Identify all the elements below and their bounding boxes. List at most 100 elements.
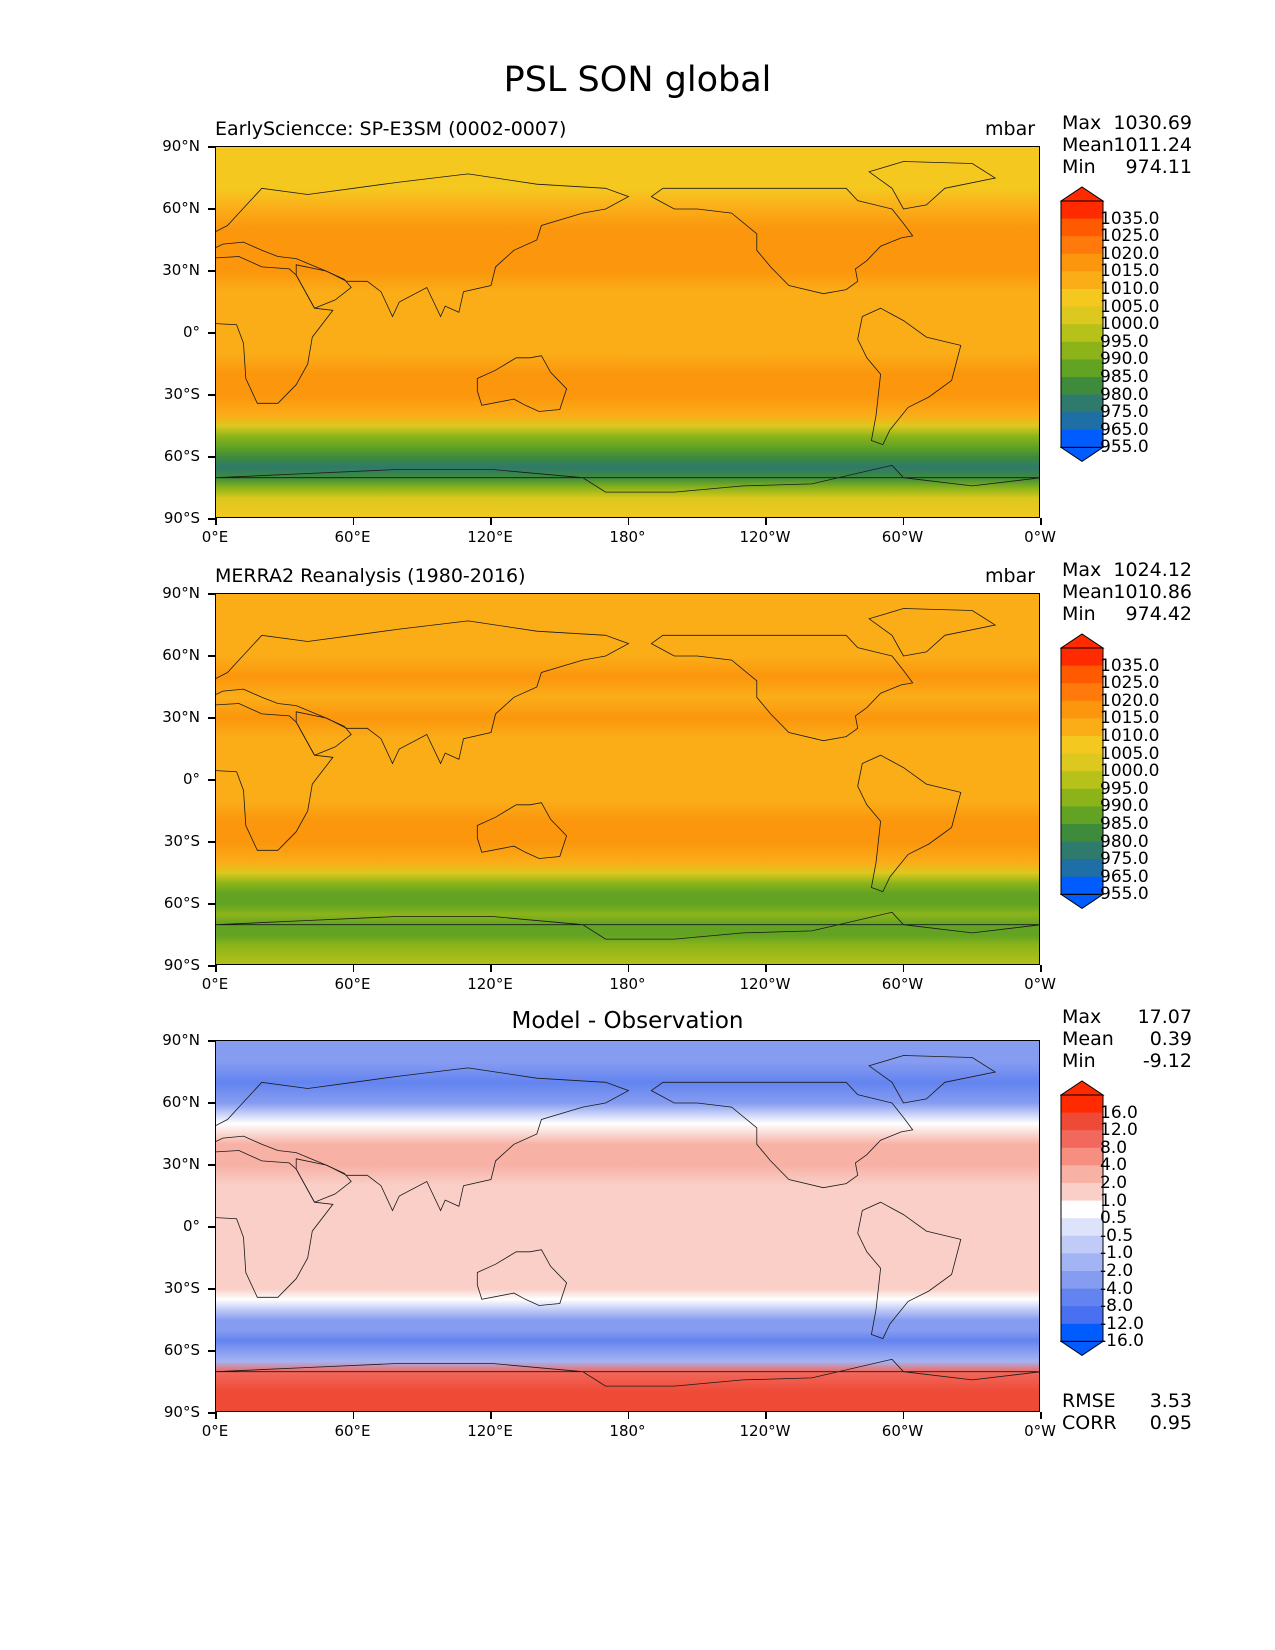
x-tick-label: 0°E bbox=[201, 975, 229, 993]
colorbar-label: 1005.0 bbox=[1100, 296, 1160, 317]
colorbar-label: 0.5 bbox=[1100, 1208, 1128, 1229]
colorbar-segment bbox=[1061, 1165, 1103, 1184]
coastline-7 bbox=[216, 911, 1039, 940]
colorbar-segment bbox=[1061, 324, 1103, 343]
colorbar-segment bbox=[1061, 1182, 1103, 1202]
y-tick bbox=[208, 518, 215, 520]
colorbar-label: 980.0 bbox=[1100, 831, 1149, 852]
colorbar-label: 1020.0 bbox=[1100, 690, 1160, 711]
colorbar-extend-min bbox=[1059, 1340, 1105, 1356]
x-tick bbox=[627, 1412, 629, 1419]
y-tick bbox=[208, 903, 215, 905]
colorbar-label: -1.0 bbox=[1100, 1243, 1134, 1264]
colorbar-segment bbox=[1061, 647, 1103, 667]
colorbar-label: -0.5 bbox=[1100, 1225, 1134, 1246]
stat-value: 974.11 bbox=[1125, 156, 1192, 178]
y-tick-label: 30°N bbox=[162, 708, 200, 726]
stat-label: Mean bbox=[1062, 581, 1114, 603]
colorbar-segment bbox=[1061, 218, 1103, 237]
y-tick-label: 30°N bbox=[162, 1155, 200, 1173]
panel-units: mbar bbox=[985, 118, 1036, 140]
y-tick-label: 90°S bbox=[163, 509, 200, 527]
map bbox=[215, 146, 1040, 518]
stat-row: Mean 0.39 bbox=[1062, 1028, 1192, 1050]
colorbar-segment bbox=[1061, 271, 1103, 290]
colorbar-segment bbox=[1061, 288, 1103, 308]
colorbar-label: 4.0 bbox=[1100, 1155, 1128, 1176]
map-svg bbox=[216, 147, 1039, 517]
colorbar-label: 965.0 bbox=[1100, 866, 1149, 887]
y-tick bbox=[208, 332, 215, 334]
coastline-3 bbox=[476, 355, 568, 412]
y-tick bbox=[208, 1226, 215, 1228]
coastline-6 bbox=[868, 1055, 997, 1104]
colorbar-label: 975.0 bbox=[1100, 402, 1149, 423]
x-tick-label: 60°E bbox=[334, 1422, 371, 1440]
x-tick-label: 0°E bbox=[201, 1422, 229, 1440]
y-tick bbox=[208, 1164, 215, 1166]
colorbar-extend-max bbox=[1059, 633, 1105, 649]
colorbar-label: 995.0 bbox=[1100, 331, 1149, 352]
colorbar-segment bbox=[1061, 394, 1103, 413]
stat-row: CORR 0.95 bbox=[1062, 1412, 1192, 1434]
y-tick bbox=[208, 965, 215, 967]
colorbar-segment bbox=[1061, 859, 1103, 878]
coastline-0 bbox=[216, 256, 334, 404]
x-tick bbox=[215, 518, 217, 525]
y-tick-label: 60°N bbox=[162, 199, 200, 217]
coastline-0 bbox=[216, 703, 334, 851]
figure-title: PSL SON global bbox=[503, 60, 772, 100]
colorbar-label: 985.0 bbox=[1100, 814, 1149, 834]
colorbar-segment bbox=[1061, 1253, 1103, 1272]
y-tick bbox=[208, 1350, 215, 1352]
x-tick bbox=[490, 965, 492, 972]
colorbar-label: 1.0 bbox=[1100, 1190, 1128, 1211]
x-tick-label: 60°E bbox=[334, 528, 371, 546]
x-tick-label: 0°E bbox=[201, 528, 229, 546]
x-tick bbox=[627, 518, 629, 525]
y-tick-label: 30°S bbox=[163, 1279, 200, 1297]
map-svg bbox=[216, 594, 1039, 964]
colorbar-label: 1010.0 bbox=[1100, 279, 1160, 299]
colorbar bbox=[1059, 1080, 1105, 1356]
stat-value: 1030.69 bbox=[1113, 112, 1192, 134]
x-tick-label: 0°W bbox=[1024, 528, 1056, 546]
colorbar-extend-min bbox=[1059, 446, 1105, 462]
stat-value: 974.42 bbox=[1125, 603, 1192, 625]
colorbar-label: 990.0 bbox=[1100, 796, 1149, 817]
stat-label: RMSE bbox=[1062, 1390, 1116, 1412]
x-tick bbox=[490, 518, 492, 525]
colorbar-label: 1015.0 bbox=[1100, 261, 1160, 282]
x-tick-label: 0°W bbox=[1024, 975, 1056, 993]
y-tick-label: 60°N bbox=[162, 646, 200, 664]
colorbar-label: -16.0 bbox=[1100, 1331, 1144, 1352]
x-tick-label: 60°W bbox=[881, 1422, 924, 1440]
colorbar-label: 8.0 bbox=[1100, 1137, 1128, 1158]
y-tick-label: 0° bbox=[182, 323, 200, 341]
colorbar bbox=[1059, 186, 1105, 462]
colorbar-label: 1020.0 bbox=[1100, 243, 1160, 264]
colorbar-segment bbox=[1061, 753, 1103, 772]
y-tick-label: 60°S bbox=[163, 447, 200, 465]
coastline-4 bbox=[650, 1081, 914, 1189]
stat-row: Max 1024.12 bbox=[1062, 559, 1192, 581]
stat-label: CORR bbox=[1062, 1412, 1117, 1434]
colorbar bbox=[1059, 633, 1105, 909]
stat-row: Min 974.42 bbox=[1062, 603, 1192, 625]
stat-label: Max bbox=[1062, 1006, 1102, 1028]
y-tick-label: 30°S bbox=[163, 832, 200, 850]
colorbar-segment bbox=[1061, 1130, 1103, 1149]
x-tick bbox=[902, 965, 904, 972]
colorbar-segment bbox=[1061, 306, 1103, 325]
coastline-5 bbox=[857, 1201, 962, 1340]
y-tick-label: 30°S bbox=[163, 385, 200, 403]
colorbar-segment bbox=[1061, 665, 1103, 684]
map bbox=[215, 593, 1040, 965]
x-tick-label: 180° bbox=[609, 1422, 646, 1440]
y-tick-label: 0° bbox=[182, 1217, 200, 1235]
x-tick-label: 180° bbox=[609, 528, 646, 546]
y-tick bbox=[208, 1040, 215, 1042]
field-background bbox=[216, 1041, 1039, 1411]
colorbar-segment bbox=[1061, 1218, 1103, 1237]
colorbar-segment bbox=[1061, 412, 1103, 431]
